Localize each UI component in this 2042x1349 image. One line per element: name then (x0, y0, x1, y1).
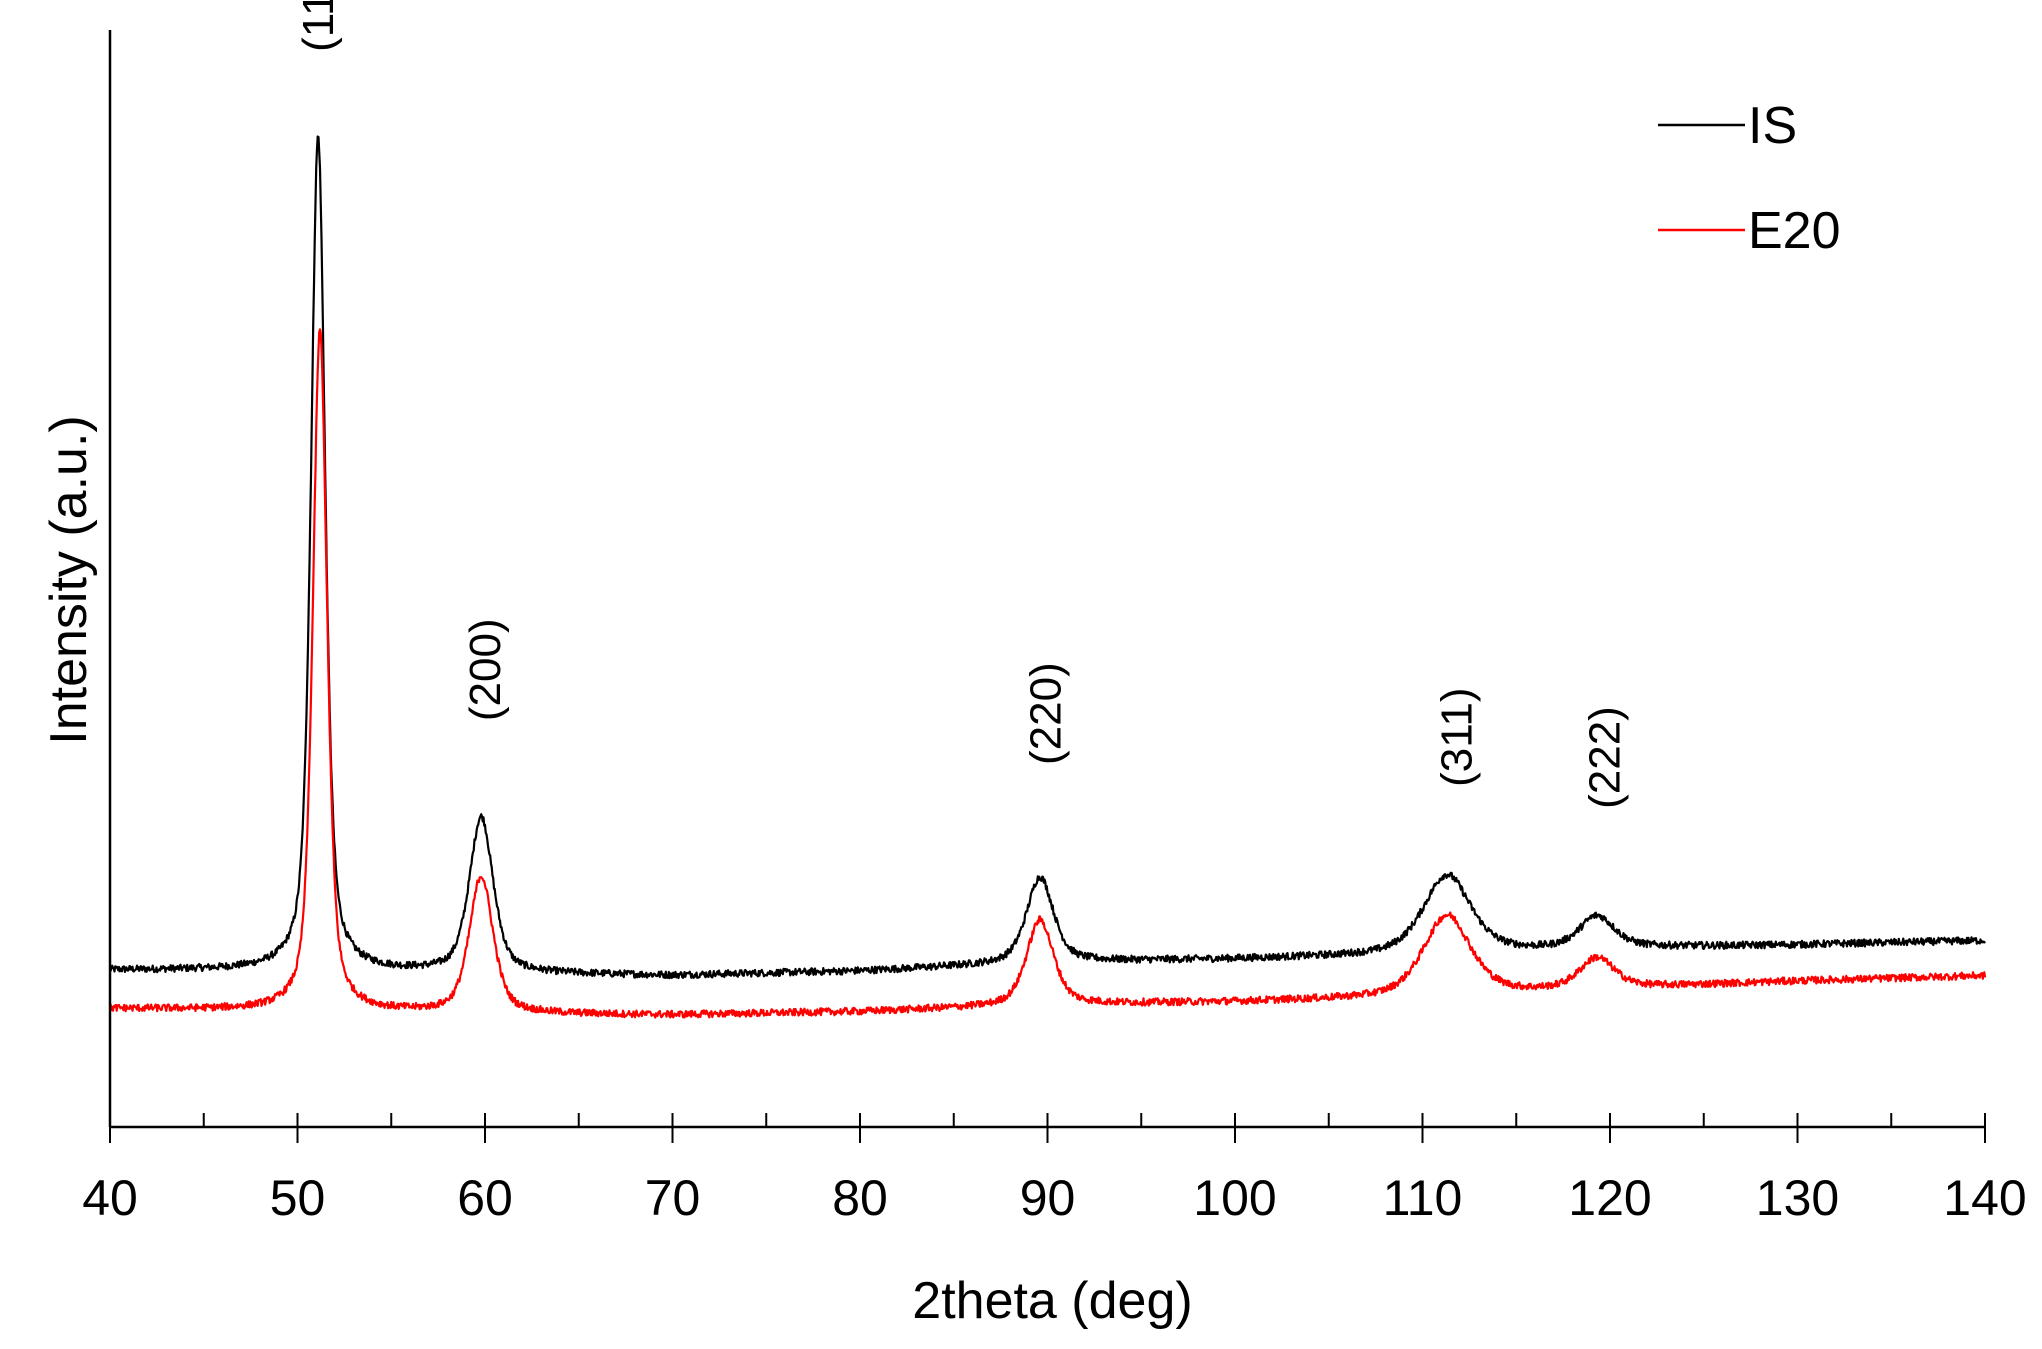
x-tick-label: 50 (270, 1170, 326, 1226)
legend-label-e20: E20 (1748, 202, 1841, 260)
x-tick-label: 120 (1568, 1170, 1651, 1226)
x-tick-label: 140 (1943, 1170, 2026, 1226)
x-tick-label: 110 (1383, 1170, 1463, 1226)
legend: IS E20 (1658, 97, 1841, 260)
x-tick-label: 70 (645, 1170, 701, 1226)
x-tick-label: 80 (832, 1170, 888, 1226)
x-tick-label: 40 (82, 1170, 138, 1226)
axes: 40 50 60 70 80 90 100 110 120 130 140 2theta (deg) I… (40, 30, 2027, 1330)
legend-label-is: IS (1748, 97, 1797, 155)
series-line-is (108, 135, 1986, 980)
x-tick-label: 90 (1020, 1170, 1076, 1226)
x-tick-label: 130 (1756, 1170, 1839, 1226)
peak-label: (311) (1432, 687, 1481, 786)
peak-label: (220) (1022, 662, 1071, 765)
series-line-e20 (108, 328, 1987, 1019)
x-tick-label: 100 (1193, 1170, 1276, 1226)
peak-label: (222) (1580, 706, 1629, 809)
peak-label: (111) (294, 0, 343, 52)
peak-annotations: (111) (200) (220) (311) (222) (294, 0, 1629, 809)
x-tick-label: 60 (457, 1170, 513, 1226)
peak-label: (200) (461, 618, 510, 721)
plot-lines (108, 135, 1987, 1019)
y-axis-title: Intensity (a.u.) (40, 415, 98, 744)
x-axis-title: 2theta (deg) (912, 1272, 1192, 1330)
